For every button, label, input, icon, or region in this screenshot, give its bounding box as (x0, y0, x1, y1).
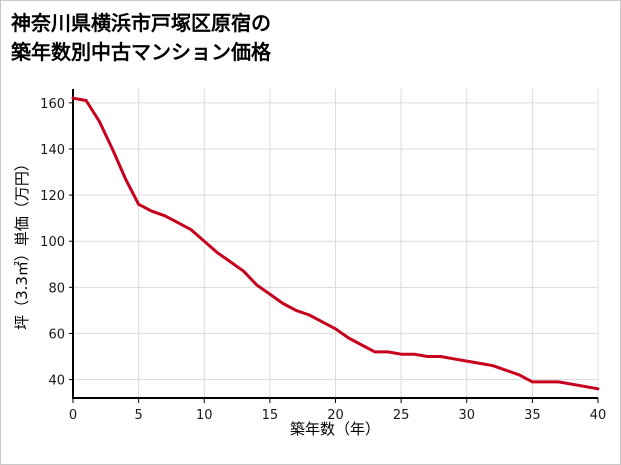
svg-text:160: 160 (40, 97, 65, 112)
svg-text:35: 35 (524, 408, 541, 423)
svg-text:80: 80 (48, 281, 65, 296)
svg-text:10: 10 (196, 408, 213, 423)
svg-text:40: 40 (48, 374, 65, 389)
svg-text:5: 5 (134, 408, 142, 423)
svg-text:100: 100 (40, 235, 65, 250)
svg-text:60: 60 (48, 327, 65, 342)
chart-title-line1: 神奈川県横浜市戸塚区原宿の (11, 11, 271, 35)
svg-text:40: 40 (590, 408, 607, 423)
y-axis-label: 坪（3.3㎡）単価（万円） (13, 156, 31, 330)
price-line-series (71, 96, 600, 391)
axes: 0 5 10 15 20 25 30 35 40 40 60 80 100 120 140 160 (40, 89, 606, 423)
svg-text:25: 25 (393, 408, 410, 423)
x-axis-label: 築年数（年） (290, 420, 380, 438)
svg-text:15: 15 (262, 408, 279, 423)
svg-text:120: 120 (40, 189, 65, 204)
gridlines (73, 89, 599, 398)
svg-text:0: 0 (69, 408, 77, 423)
svg-text:20: 20 (327, 408, 344, 423)
chart-title: 神奈川県横浜市戸塚区原宿の 築年数別中古マンション価格 (11, 9, 271, 67)
svg-text:30: 30 (458, 408, 475, 423)
svg-text:140: 140 (40, 143, 65, 158)
chart-title-line2: 築年数別中古マンション価格 (11, 40, 271, 64)
